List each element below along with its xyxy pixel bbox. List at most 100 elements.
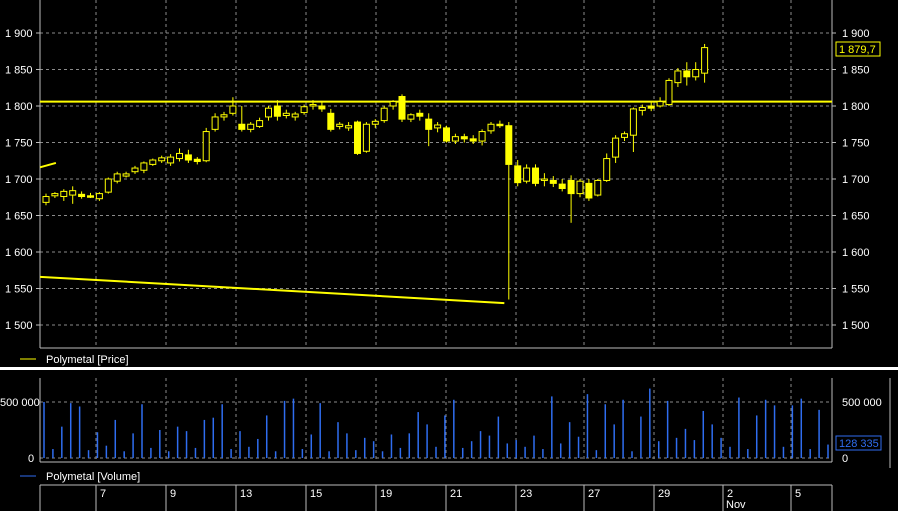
price-tick-left: 1 850 bbox=[5, 65, 33, 77]
price-tick-right: 1 800 bbox=[842, 101, 870, 113]
candle-up bbox=[692, 69, 700, 78]
candle-up bbox=[603, 158, 611, 181]
month-label: Nov bbox=[726, 499, 746, 511]
candle-up bbox=[487, 123, 495, 132]
candle-up bbox=[51, 193, 59, 197]
candle-up bbox=[140, 162, 148, 171]
short-line bbox=[39, 161, 57, 169]
candle-up bbox=[309, 104, 317, 107]
candle-up bbox=[69, 190, 77, 196]
candle-down bbox=[514, 165, 522, 184]
candle-up bbox=[434, 124, 442, 129]
candle-up bbox=[451, 136, 459, 142]
candle-down bbox=[425, 118, 433, 130]
price-overlay-lines bbox=[39, 100, 832, 305]
candle-up bbox=[629, 108, 637, 136]
candle-up bbox=[113, 173, 121, 182]
price-tick-left: 1 600 bbox=[5, 247, 33, 259]
candle-down bbox=[78, 193, 86, 198]
price-tick-right: 1 700 bbox=[842, 174, 870, 186]
candle-up bbox=[104, 178, 112, 193]
candle-down bbox=[398, 96, 406, 120]
candle-up bbox=[612, 137, 620, 158]
date-label: 23 bbox=[520, 488, 532, 500]
price-legend: Polymetal [Price] bbox=[20, 354, 129, 366]
candle-up bbox=[60, 190, 68, 198]
date-label: 2 bbox=[727, 488, 733, 500]
candle-up bbox=[158, 157, 166, 162]
price-legend-label: Polymetal [Price] bbox=[46, 354, 129, 366]
price-last-value: 1 879,7 bbox=[839, 44, 876, 56]
volume-tick-right: 0 bbox=[842, 453, 848, 465]
date-label: 15 bbox=[310, 488, 322, 500]
candle-up bbox=[202, 131, 210, 162]
candle-up bbox=[229, 105, 237, 114]
price-tick-right: 1 750 bbox=[842, 138, 870, 150]
candle-up bbox=[300, 106, 308, 114]
price-tick-left: 1 500 bbox=[5, 320, 33, 332]
candle-down bbox=[585, 182, 593, 199]
volume-last-badge: 128 335 bbox=[835, 435, 882, 451]
price-grid bbox=[40, 0, 832, 348]
panel-separator bbox=[0, 367, 898, 370]
price-tick-left: 1 550 bbox=[5, 284, 33, 296]
price-tick-right: 1 500 bbox=[842, 320, 870, 332]
price-tick-right: 1 550 bbox=[842, 284, 870, 296]
candle-up bbox=[345, 125, 353, 129]
candle-up bbox=[211, 116, 219, 130]
candle-down bbox=[416, 112, 424, 117]
volume-legend-label: Polymetal [Volume] bbox=[46, 471, 140, 483]
candle-up bbox=[665, 79, 673, 106]
candle-up bbox=[523, 167, 531, 182]
volume-tick-left: 0 bbox=[28, 453, 34, 465]
volume-legend: Polymetal [Volume] bbox=[20, 471, 140, 483]
volume-tick-right: 500 000 bbox=[842, 397, 882, 409]
candle-up bbox=[621, 133, 628, 138]
candle-up bbox=[95, 193, 103, 200]
price-tick-left: 1 900 bbox=[5, 28, 33, 40]
candle-down bbox=[184, 154, 192, 161]
candle-up bbox=[149, 159, 157, 165]
date-label: 29 bbox=[658, 488, 670, 500]
candle-up bbox=[362, 123, 370, 152]
candle-up bbox=[167, 156, 175, 164]
price-tick-left: 1 650 bbox=[5, 211, 33, 223]
date-label: 13 bbox=[240, 488, 252, 500]
candle-up bbox=[701, 47, 709, 74]
candle-down bbox=[327, 112, 335, 130]
candle-up bbox=[291, 113, 299, 118]
candle-down bbox=[87, 195, 94, 198]
candle-down bbox=[549, 179, 557, 184]
candle-down bbox=[318, 105, 326, 110]
candle-up bbox=[576, 180, 584, 195]
candle-up bbox=[407, 114, 415, 120]
candle-down bbox=[505, 125, 513, 165]
candle-up bbox=[220, 114, 228, 118]
candle-up bbox=[247, 123, 255, 130]
candle-down bbox=[193, 158, 201, 162]
date-label: 19 bbox=[380, 488, 392, 500]
candle-up bbox=[656, 101, 664, 107]
price-last-badge: 1 879,7 bbox=[835, 41, 881, 57]
candle-down bbox=[354, 121, 361, 154]
price-tick-left: 1 800 bbox=[5, 101, 33, 113]
candle-down bbox=[443, 127, 450, 142]
volume-last-value: 128 335 bbox=[839, 438, 879, 450]
date-label: 21 bbox=[450, 488, 462, 500]
candle-down bbox=[238, 123, 246, 130]
candle-down bbox=[558, 183, 566, 189]
candle-up bbox=[122, 173, 130, 177]
price-tick-right: 1 900 bbox=[842, 28, 870, 40]
axis-ticks: 7 9 13 15 19 21 23 27 29 2 5 1 900 1 900 1 850 1 850 1 … bbox=[0, 28, 882, 511]
candle-down bbox=[683, 70, 691, 78]
candle-down bbox=[567, 179, 575, 195]
trend-line bbox=[39, 275, 505, 305]
candle-up bbox=[131, 167, 139, 173]
candle-up bbox=[42, 196, 50, 203]
candle-down bbox=[647, 105, 655, 109]
price-tick-right: 1 850 bbox=[842, 65, 870, 77]
candle-up bbox=[176, 152, 183, 160]
price-tick-left: 1 750 bbox=[5, 138, 33, 150]
